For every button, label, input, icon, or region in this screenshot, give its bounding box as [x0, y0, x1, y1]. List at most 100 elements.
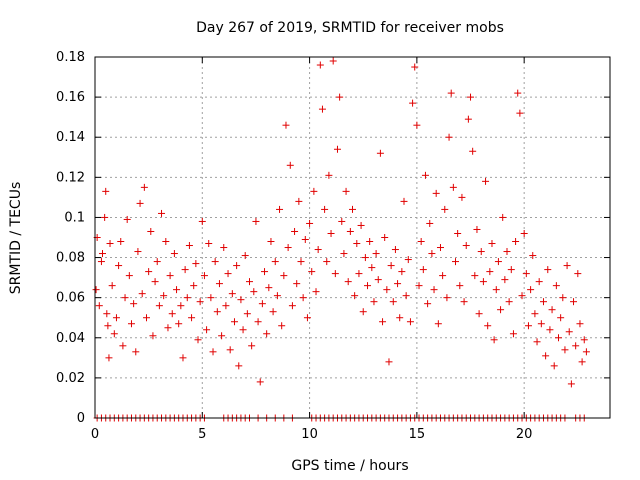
data-point [391, 246, 399, 254]
data-point [398, 268, 406, 276]
data-point [469, 147, 477, 155]
data-point [462, 242, 470, 250]
data-point [280, 272, 288, 280]
data-point [344, 278, 352, 286]
data-point [424, 300, 432, 308]
data-point [127, 320, 135, 328]
data-point [140, 183, 148, 191]
data-point [355, 270, 363, 278]
data-point [168, 310, 176, 318]
y-tick-label: 0.18 [56, 50, 85, 65]
data-point [406, 318, 414, 326]
data-point [226, 346, 234, 354]
y-tick-label: 0.08 [56, 251, 85, 266]
x-axis-label: GPS time / hours [291, 458, 408, 474]
data-point [203, 326, 211, 334]
data-point [494, 258, 502, 266]
x-tick-label: 20 [516, 427, 533, 442]
y-tick-label: 0.06 [56, 291, 85, 306]
data-point [454, 229, 462, 237]
data-point [325, 171, 333, 179]
data-point [117, 238, 125, 246]
data-point [366, 238, 374, 246]
data-point [548, 306, 556, 314]
data-points [92, 57, 590, 422]
data-point [235, 362, 243, 370]
y-tick-label: 0.02 [56, 371, 85, 386]
data-point [387, 262, 395, 270]
data-point [552, 282, 560, 290]
data-point [443, 294, 451, 302]
data-point [190, 282, 198, 290]
data-point [417, 238, 425, 246]
data-point [299, 294, 307, 302]
data-point [477, 248, 485, 256]
data-point [248, 342, 256, 350]
data-point [570, 298, 578, 306]
data-point [308, 268, 316, 276]
data-point [230, 318, 238, 326]
data-point [527, 286, 535, 294]
data-point [434, 320, 442, 328]
data-point [271, 258, 279, 266]
data-point [125, 272, 133, 280]
data-point [482, 177, 490, 185]
data-point [241, 252, 249, 260]
data-point [419, 266, 427, 274]
data-point [112, 314, 120, 322]
data-point [413, 121, 421, 129]
data-point [269, 308, 277, 316]
data-point [99, 250, 107, 258]
data-point [297, 258, 305, 266]
data-point [385, 358, 393, 366]
data-point [243, 310, 251, 318]
data-point [196, 298, 204, 306]
data-point [134, 248, 142, 256]
plot-frame [94, 56, 611, 419]
data-point [565, 328, 573, 336]
data-point [132, 348, 140, 356]
data-point [286, 161, 294, 169]
data-point [580, 336, 588, 344]
data-point [445, 133, 453, 141]
data-point [544, 266, 552, 274]
data-point [103, 310, 111, 318]
data-point [254, 318, 262, 326]
x-tick-label: 10 [301, 427, 318, 442]
y-axis-label: SRMTID / TECUs [8, 182, 24, 295]
data-point [105, 354, 113, 362]
data-point [295, 197, 303, 205]
data-point [567, 380, 575, 388]
data-point [149, 332, 157, 340]
data-point [211, 258, 219, 266]
data-point [153, 258, 161, 266]
data-point [252, 217, 260, 225]
data-point [516, 109, 524, 117]
data-point [181, 266, 189, 274]
data-point [409, 99, 417, 107]
data-point [490, 336, 498, 344]
data-point [123, 215, 131, 223]
y-tick-label: 0.16 [56, 90, 85, 105]
data-point [563, 262, 571, 270]
y-tick-label: 0.1 [64, 210, 85, 225]
data-point [497, 306, 505, 314]
data-point [340, 250, 348, 258]
data-point [179, 354, 187, 362]
data-point [312, 288, 320, 296]
data-point [301, 236, 309, 244]
grid [95, 57, 610, 418]
data-point [432, 189, 440, 197]
y-tick-label: 0.12 [56, 170, 85, 185]
data-point [119, 342, 127, 350]
data-point [147, 227, 155, 235]
data-point [460, 298, 468, 306]
data-point [368, 264, 376, 272]
data-point [278, 322, 286, 330]
data-point [288, 302, 296, 310]
data-point [505, 298, 513, 306]
data-point [396, 314, 404, 322]
data-point [261, 268, 269, 276]
data-point [346, 227, 354, 235]
data-point [104, 322, 112, 330]
